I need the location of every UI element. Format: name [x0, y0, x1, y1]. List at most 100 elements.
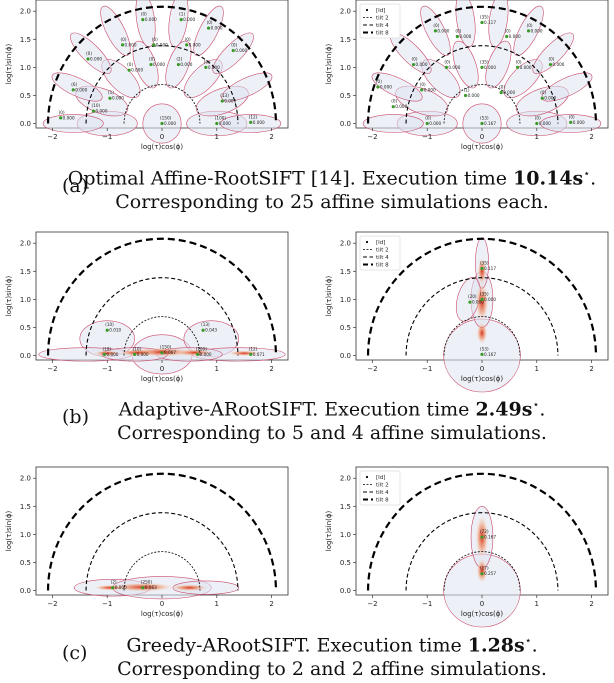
heat-blob [476, 321, 488, 345]
sim-score-label: 0.000 [416, 62, 428, 67]
sim-point [231, 48, 235, 53]
y-tick-label: 1.5 [340, 268, 351, 276]
sim-count-label: (35) [480, 291, 489, 296]
sim-score-label: 0.167 [484, 535, 496, 540]
sim-point [433, 29, 438, 33]
region-ellipse [51, 72, 103, 102]
sim-point [108, 96, 112, 100]
sim-point [127, 68, 131, 72]
sim-point [480, 572, 484, 576]
chart-panel-c-left: (2)0.000 (250)0.063 −2 −1 0 1 2 0.0 0.5 1.0 1.5 2.0… [5, 466, 289, 618]
x-tick-label: −2 [367, 365, 377, 373]
y-tick-label: 0.5 [340, 324, 351, 332]
sim-score-label: 0.000 [63, 115, 75, 120]
sim-score-label: 0.000 [200, 352, 212, 357]
sim-score-label: 0.000 [153, 62, 165, 67]
x-tick-label: 2 [589, 365, 593, 373]
legend-entry: [Id] [376, 475, 385, 481]
sim-count-label: (10) [133, 346, 142, 351]
x-tick-label: −2 [367, 600, 377, 608]
y-tick-label: 0.5 [20, 324, 31, 332]
chart-panel-b-right: (53)0.167(35)0.117(20)0.000(35)0.000−2 −1… [325, 231, 609, 393]
sim-point [505, 34, 509, 39]
sim-point [391, 105, 395, 109]
sim-point [86, 57, 90, 61]
x-axis-title: log(τ)cos(ϕ) [461, 610, 503, 618]
sim-score-label: 0.167 [484, 352, 496, 357]
sim-point [149, 62, 153, 67]
sim-count-label: (35) [480, 14, 489, 19]
sim-count-label: (72) [480, 529, 489, 534]
sim-point [411, 62, 416, 67]
tilt-arc [85, 45, 239, 124]
y-tick-label: 2.0 [20, 240, 31, 248]
sim-count-label: (17) [480, 566, 489, 571]
y-tick-label: 1.5 [20, 268, 31, 276]
tilt-arc [405, 45, 559, 124]
y-tick-label: 0.0 [20, 587, 31, 595]
sim-score-label: 0.000 [235, 48, 247, 53]
x-axis-title: log(τ)cos(ϕ) [141, 143, 183, 151]
execution-time: 10.14s [513, 167, 584, 190]
sim-score-label: 0.000 [75, 87, 87, 92]
sim-count-label: (150) [160, 345, 172, 350]
x-tick-label: −2 [367, 133, 377, 141]
sim-score-label: 0.010 [109, 328, 121, 333]
sim-count-label: (53) [480, 116, 489, 121]
region-ellipse [221, 72, 273, 102]
sim-count-label: (0) [204, 59, 210, 64]
legend-box [359, 235, 401, 271]
sim-count-label: (0) [527, 23, 533, 28]
x-tick-label: −2 [47, 600, 57, 608]
heat-blob [476, 558, 488, 584]
sim-count-label: (250) [141, 580, 153, 585]
legend-entry: tilt 4 [376, 23, 389, 29]
x-tick-label: 0 [160, 600, 164, 608]
chart-panel-c-right: (72)0.167 (17)0.257 −2 −1 0 1 2 0.0 0.5 1.0 1.5 2.0… [325, 466, 609, 628]
sim-count-label: (0) [425, 116, 431, 121]
heat-blob [118, 349, 157, 357]
y-tick-label: 0.5 [20, 559, 31, 567]
x-tick-label: −1 [102, 600, 112, 608]
sim-score-label: 0.000 [180, 62, 192, 67]
sim-point [425, 121, 429, 126]
x-tick-label: 1 [535, 600, 539, 608]
heat-blob [227, 350, 261, 357]
sim-count-label: (13) [220, 93, 229, 98]
sim-point [249, 352, 253, 356]
sim-count-label: (12) [249, 346, 258, 351]
sim-count-label: (150) [160, 116, 172, 121]
sim-point [196, 352, 200, 356]
y-tick-label: 0.0 [340, 587, 351, 595]
heat-blob [475, 282, 489, 322]
y-tick-label: 0.5 [340, 92, 351, 100]
sim-score-label: 0.117 [484, 266, 496, 271]
sim-point [499, 91, 503, 95]
tilt-arc [85, 512, 239, 591]
sim-count-label: (0) [59, 110, 65, 115]
x-tick-label: 0 [480, 600, 484, 608]
sim-score-label: 0.063 [145, 585, 157, 590]
sim-count-label: (1) [179, 12, 185, 17]
region-ellipse [42, 114, 104, 133]
tilt-arc [123, 84, 201, 124]
sim-count-label: (0) [152, 37, 158, 42]
sim-score-label: 0.000 [253, 120, 265, 125]
sim-score-label: 0.000 [112, 96, 124, 101]
legend-entry: tilt 2 [376, 248, 389, 254]
sim-point [102, 352, 107, 356]
x-tick-label: 0 [480, 133, 484, 141]
heat-blob [175, 349, 215, 357]
sim-point [540, 96, 544, 100]
region-ellipse [532, 32, 574, 75]
tilt-arc [366, 472, 598, 591]
sim-count-label: (13) [201, 322, 210, 327]
y-axis-title: log(τ)sin(ϕ) [5, 44, 13, 85]
x-tick-label: 1 [215, 600, 219, 608]
sim-count-label: (0) [207, 20, 213, 25]
x-tick-label: 1 [535, 365, 539, 373]
tilt-arc [366, 237, 598, 356]
x-tick-label: −1 [102, 365, 112, 373]
plot-area [35, 466, 289, 596]
